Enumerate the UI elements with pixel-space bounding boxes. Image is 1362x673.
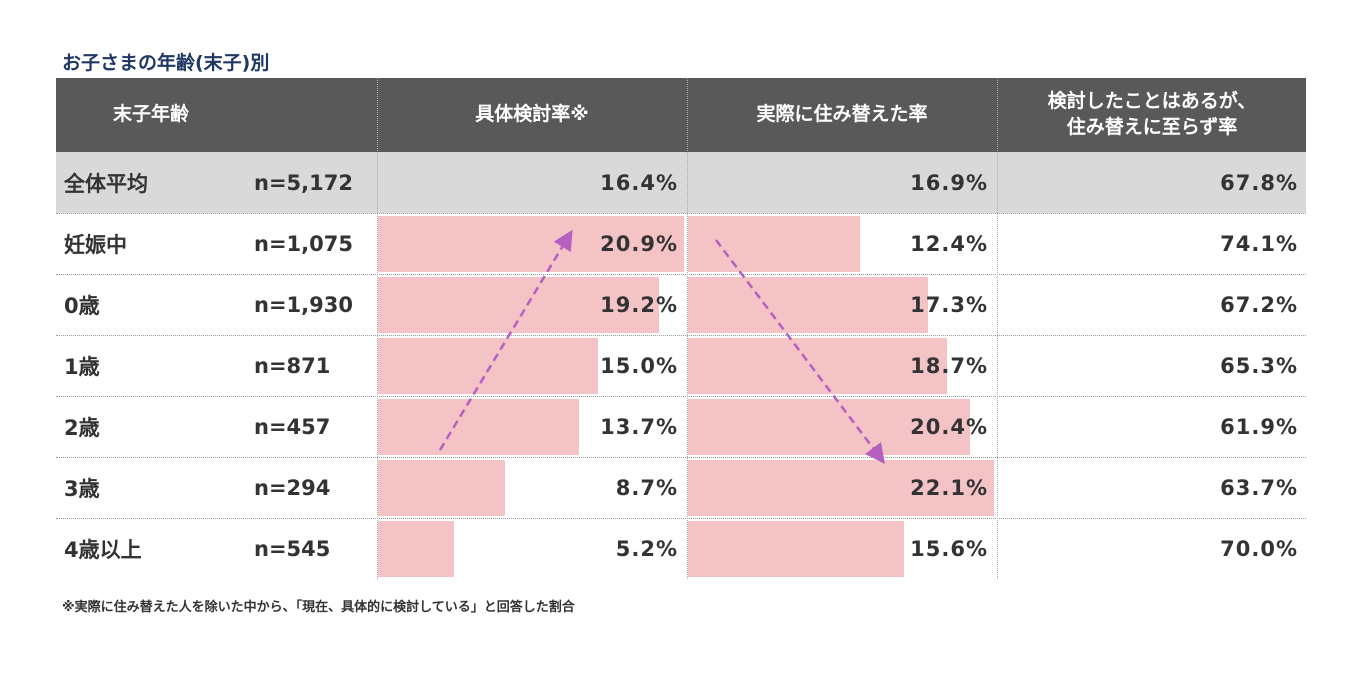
row-label: 1歳 [64, 354, 100, 379]
header-line: 住み替えに至らず率 [1066, 116, 1238, 138]
row-sep [56, 396, 1306, 397]
value-cell: 74.1% [1220, 231, 1298, 256]
value-cell: 63.7% [1220, 475, 1298, 500]
value-cell: 16.4% [600, 170, 678, 195]
row-bg [56, 152, 1306, 213]
value-cell: 17.3% [910, 292, 988, 317]
header-line: 検討したことはあるが、 [1047, 90, 1257, 113]
value-cell: 22.1% [910, 475, 988, 500]
row-label: n=545 [254, 536, 331, 561]
value-cell: 8.7% [615, 475, 678, 500]
value-cell: 18.7% [910, 353, 988, 378]
row-label: 妊娠中 [64, 232, 127, 257]
row-label: 3歳 [64, 476, 100, 501]
row-sep [56, 274, 1306, 275]
header-cell: 末子年齢 [112, 103, 189, 126]
value-cell: 16.9% [910, 170, 988, 195]
row-label: 4歳以上 [64, 537, 142, 562]
value-cell: 67.8% [1220, 170, 1298, 195]
data-bar [688, 460, 994, 516]
value-cell: 20.9% [600, 231, 678, 256]
data-bar [688, 521, 904, 577]
header-cell: 具体検討率※ [475, 103, 589, 126]
row-sep [56, 457, 1306, 458]
value-cell: 15.0% [600, 353, 678, 378]
row-label: n=457 [254, 414, 331, 439]
value-cell: 65.3% [1220, 353, 1298, 378]
col-divider [687, 78, 688, 579]
row-label: 0歳 [64, 293, 100, 318]
value-cell: 20.4% [910, 414, 988, 439]
row-sep [56, 518, 1306, 519]
value-cell: 70.0% [1220, 536, 1298, 561]
row-label: 全体平均 [64, 171, 148, 196]
row-sep [56, 335, 1306, 336]
header-cell: 実際に住み替えた率 [756, 103, 928, 126]
data-bar [378, 521, 455, 577]
footnote: ※実際に住み替えた人を除いた中から、「現在、具体的に検討している」と回答した割合 [62, 600, 575, 615]
header-bg [56, 78, 1306, 152]
row-label: n=871 [254, 353, 331, 378]
value-cell: 19.2% [600, 292, 678, 317]
value-cell: 5.2% [615, 536, 678, 561]
row-label: n=5,172 [254, 170, 353, 195]
row-label: n=1,075 [254, 231, 353, 256]
col-divider [377, 78, 378, 579]
row-label: 2歳 [64, 415, 100, 440]
row-label: n=294 [254, 475, 331, 500]
value-cell: 61.9% [1220, 414, 1298, 439]
table-title: お子さまの年齢(末子)別 [62, 52, 270, 74]
value-cell: 12.4% [910, 231, 988, 256]
row-label: n=1,930 [254, 292, 353, 317]
value-cell: 15.6% [910, 536, 988, 561]
row-sep [56, 213, 1306, 214]
value-cell: 67.2% [1220, 292, 1298, 317]
value-cell: 13.7% [600, 414, 678, 439]
header-cell: 検討したことはあるが、 住み替えに至らず率 [998, 78, 1306, 152]
col-divider [997, 78, 998, 579]
data-bar [378, 460, 506, 516]
